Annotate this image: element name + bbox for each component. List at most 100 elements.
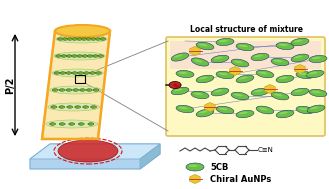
Ellipse shape	[58, 73, 59, 74]
Ellipse shape	[234, 60, 242, 63]
Ellipse shape	[309, 55, 327, 63]
Ellipse shape	[82, 124, 84, 125]
Ellipse shape	[216, 71, 234, 79]
Ellipse shape	[251, 53, 269, 61]
Ellipse shape	[296, 71, 314, 79]
Ellipse shape	[279, 44, 288, 46]
Ellipse shape	[54, 52, 105, 60]
Ellipse shape	[211, 55, 229, 63]
Ellipse shape	[199, 111, 208, 113]
Ellipse shape	[72, 72, 78, 74]
Ellipse shape	[90, 106, 97, 108]
FancyBboxPatch shape	[170, 41, 321, 69]
Ellipse shape	[81, 73, 83, 74]
Ellipse shape	[179, 72, 188, 74]
Ellipse shape	[256, 106, 274, 114]
Ellipse shape	[299, 73, 308, 75]
Ellipse shape	[72, 124, 74, 125]
Ellipse shape	[75, 106, 81, 108]
Polygon shape	[295, 64, 305, 74]
Ellipse shape	[296, 106, 314, 114]
Ellipse shape	[82, 55, 88, 57]
Ellipse shape	[50, 86, 101, 94]
Ellipse shape	[75, 73, 77, 74]
Ellipse shape	[312, 91, 321, 93]
Polygon shape	[190, 174, 200, 184]
Ellipse shape	[59, 106, 65, 108]
Ellipse shape	[85, 39, 86, 40]
Ellipse shape	[66, 89, 72, 91]
Ellipse shape	[96, 56, 98, 57]
Ellipse shape	[98, 55, 104, 57]
Ellipse shape	[176, 70, 194, 77]
Ellipse shape	[56, 90, 58, 91]
Ellipse shape	[75, 39, 77, 40]
Ellipse shape	[59, 56, 61, 57]
Ellipse shape	[231, 92, 249, 100]
Ellipse shape	[271, 92, 289, 100]
Ellipse shape	[71, 38, 78, 40]
Ellipse shape	[81, 38, 87, 40]
Ellipse shape	[254, 90, 263, 92]
Ellipse shape	[254, 55, 263, 57]
Ellipse shape	[90, 90, 91, 91]
Ellipse shape	[104, 39, 105, 40]
Ellipse shape	[194, 59, 203, 63]
Ellipse shape	[194, 93, 203, 95]
Ellipse shape	[67, 38, 73, 40]
Ellipse shape	[99, 73, 101, 74]
Ellipse shape	[70, 90, 71, 91]
Ellipse shape	[76, 38, 82, 40]
Ellipse shape	[251, 88, 269, 96]
Ellipse shape	[299, 108, 308, 110]
Ellipse shape	[78, 107, 80, 108]
Ellipse shape	[73, 89, 79, 91]
Ellipse shape	[274, 94, 283, 96]
Ellipse shape	[64, 56, 66, 57]
Ellipse shape	[76, 90, 78, 91]
Ellipse shape	[55, 107, 56, 108]
Ellipse shape	[88, 123, 94, 125]
Ellipse shape	[271, 58, 289, 66]
Ellipse shape	[61, 55, 67, 57]
Ellipse shape	[169, 81, 181, 88]
Ellipse shape	[52, 89, 58, 91]
Ellipse shape	[70, 56, 71, 57]
Ellipse shape	[70, 107, 72, 108]
Ellipse shape	[61, 39, 63, 40]
Ellipse shape	[95, 72, 101, 74]
Ellipse shape	[100, 38, 106, 40]
Ellipse shape	[214, 57, 223, 59]
Ellipse shape	[239, 77, 248, 79]
Ellipse shape	[186, 163, 204, 171]
Ellipse shape	[89, 72, 95, 74]
Ellipse shape	[87, 55, 93, 57]
Ellipse shape	[309, 72, 317, 74]
Ellipse shape	[171, 53, 189, 61]
Ellipse shape	[279, 112, 288, 114]
Ellipse shape	[191, 58, 209, 66]
Ellipse shape	[52, 69, 103, 77]
Ellipse shape	[216, 106, 234, 114]
Ellipse shape	[86, 38, 92, 40]
Ellipse shape	[48, 103, 100, 111]
Ellipse shape	[55, 25, 110, 37]
Ellipse shape	[294, 90, 303, 92]
Ellipse shape	[219, 40, 228, 42]
Ellipse shape	[101, 56, 103, 57]
Text: 5CB: 5CB	[210, 163, 228, 171]
Ellipse shape	[87, 107, 88, 108]
Ellipse shape	[259, 108, 267, 110]
Polygon shape	[30, 144, 160, 169]
Ellipse shape	[307, 105, 325, 113]
Ellipse shape	[94, 107, 96, 108]
Ellipse shape	[231, 59, 249, 67]
Ellipse shape	[56, 55, 62, 57]
Ellipse shape	[239, 45, 248, 47]
Ellipse shape	[259, 72, 267, 74]
Ellipse shape	[199, 44, 208, 46]
Polygon shape	[190, 46, 200, 56]
Ellipse shape	[219, 73, 228, 75]
Ellipse shape	[58, 140, 118, 162]
Ellipse shape	[66, 72, 72, 74]
